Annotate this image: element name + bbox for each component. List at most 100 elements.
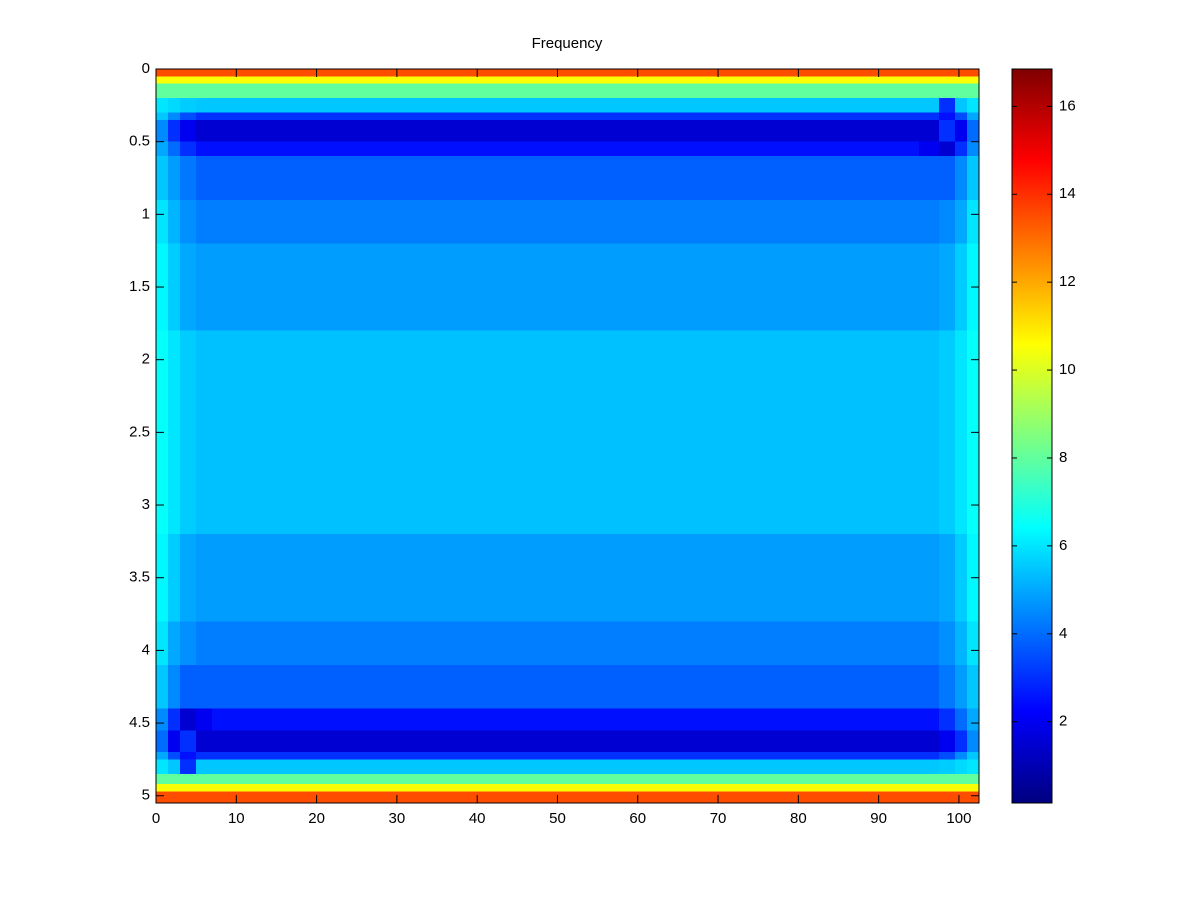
heat-cell — [954, 199, 968, 244]
x-tick-label: 10 — [228, 810, 245, 827]
x-tick-label: 0 — [152, 810, 160, 827]
heat-cell — [954, 76, 968, 85]
heat-cell — [212, 621, 558, 666]
heat-cell — [168, 243, 181, 332]
x-tick-label: 40 — [469, 810, 486, 827]
heat-cell — [938, 759, 956, 775]
heat-cell — [966, 784, 980, 792]
heat-cell — [557, 791, 920, 804]
colorbar-tick-label: 14 — [1059, 185, 1076, 202]
heat-cell — [938, 98, 956, 114]
heat-cell — [196, 141, 213, 157]
heat-cell — [557, 784, 920, 792]
heat-cell — [156, 98, 169, 114]
heat-cell — [196, 708, 213, 731]
heat-cell — [156, 784, 169, 792]
heat-cell — [180, 69, 197, 77]
heat-cell — [966, 112, 980, 121]
heat-cell — [168, 621, 181, 666]
heat-cell — [938, 791, 956, 804]
heat-cell — [196, 664, 213, 710]
heat-cell — [954, 730, 968, 753]
colorbar-tick-label: 10 — [1059, 361, 1076, 378]
heat-cell — [168, 98, 181, 114]
heat-cell — [180, 119, 197, 143]
heat-cell — [938, 141, 956, 157]
heat-cell — [212, 534, 558, 622]
heat-cell — [212, 730, 558, 753]
heat-cell — [180, 621, 197, 666]
heat-cell — [212, 664, 558, 710]
heat-cell — [180, 112, 197, 121]
heat-cell — [180, 199, 197, 244]
heat-cell — [180, 76, 197, 85]
heat-cell — [156, 773, 169, 785]
heat-cell — [918, 773, 940, 785]
heat-cell — [196, 791, 213, 804]
heat-cell — [156, 199, 169, 244]
heat-cell — [954, 141, 968, 157]
y-tick-label: 2 — [142, 351, 150, 368]
heat-cell — [557, 708, 920, 731]
heat-cell — [212, 708, 558, 731]
heat-cell — [918, 730, 940, 753]
heat-cell — [954, 119, 968, 143]
x-tick-label: 90 — [870, 810, 887, 827]
heat-cell — [196, 759, 213, 775]
heat-cell — [954, 69, 968, 77]
heat-cell — [918, 83, 940, 99]
heat-cell — [966, 69, 980, 77]
colorbar-tick-label: 8 — [1059, 449, 1067, 466]
heat-cell — [212, 76, 558, 85]
y-tick-label: 0.5 — [129, 133, 150, 150]
heat-cell — [918, 243, 940, 332]
heat-cell — [954, 330, 968, 535]
heat-cell — [168, 534, 181, 622]
heat-cell — [168, 83, 181, 99]
heat-cell — [196, 752, 213, 760]
heat-cell — [954, 621, 968, 666]
heat-cell — [918, 156, 940, 201]
heat-cell — [212, 156, 558, 201]
heat-cell — [212, 759, 558, 775]
x-tick-label: 60 — [629, 810, 646, 827]
heat-cell — [212, 773, 558, 785]
heat-cell — [168, 119, 181, 143]
colorbar — [1011, 68, 1053, 804]
heat-cell — [156, 759, 169, 775]
heat-cell — [954, 664, 968, 710]
heat-cell — [196, 534, 213, 622]
heat-cell — [212, 141, 558, 157]
heat-cell — [557, 730, 920, 753]
heat-cell — [196, 330, 213, 535]
heat-cell — [966, 156, 980, 201]
heat-cell — [168, 141, 181, 157]
heat-cell — [180, 791, 197, 804]
heat-cell — [557, 119, 920, 143]
heat-cell — [156, 708, 169, 731]
heat-cell — [918, 784, 940, 792]
x-tick-label: 70 — [710, 810, 727, 827]
heat-cell — [954, 759, 968, 775]
heat-cell — [196, 730, 213, 753]
heat-cell — [168, 330, 181, 535]
heat-cell — [966, 759, 980, 775]
heat-cell — [938, 784, 956, 792]
heat-cell — [156, 752, 169, 760]
heat-cell — [557, 69, 920, 77]
y-tick-label: 1.5 — [129, 278, 150, 295]
heat-cell — [156, 156, 169, 201]
heat-cell — [180, 83, 197, 99]
heat-cell — [938, 752, 956, 760]
heat-cell — [954, 708, 968, 731]
heat-cell — [156, 664, 169, 710]
heat-cell — [156, 69, 169, 77]
heat-cell — [168, 69, 181, 77]
heat-cell — [938, 69, 956, 77]
heat-cell — [196, 199, 213, 244]
heat-cell — [180, 330, 197, 535]
heat-cell — [966, 773, 980, 785]
heat-cell — [938, 730, 956, 753]
heat-cell — [954, 791, 968, 804]
